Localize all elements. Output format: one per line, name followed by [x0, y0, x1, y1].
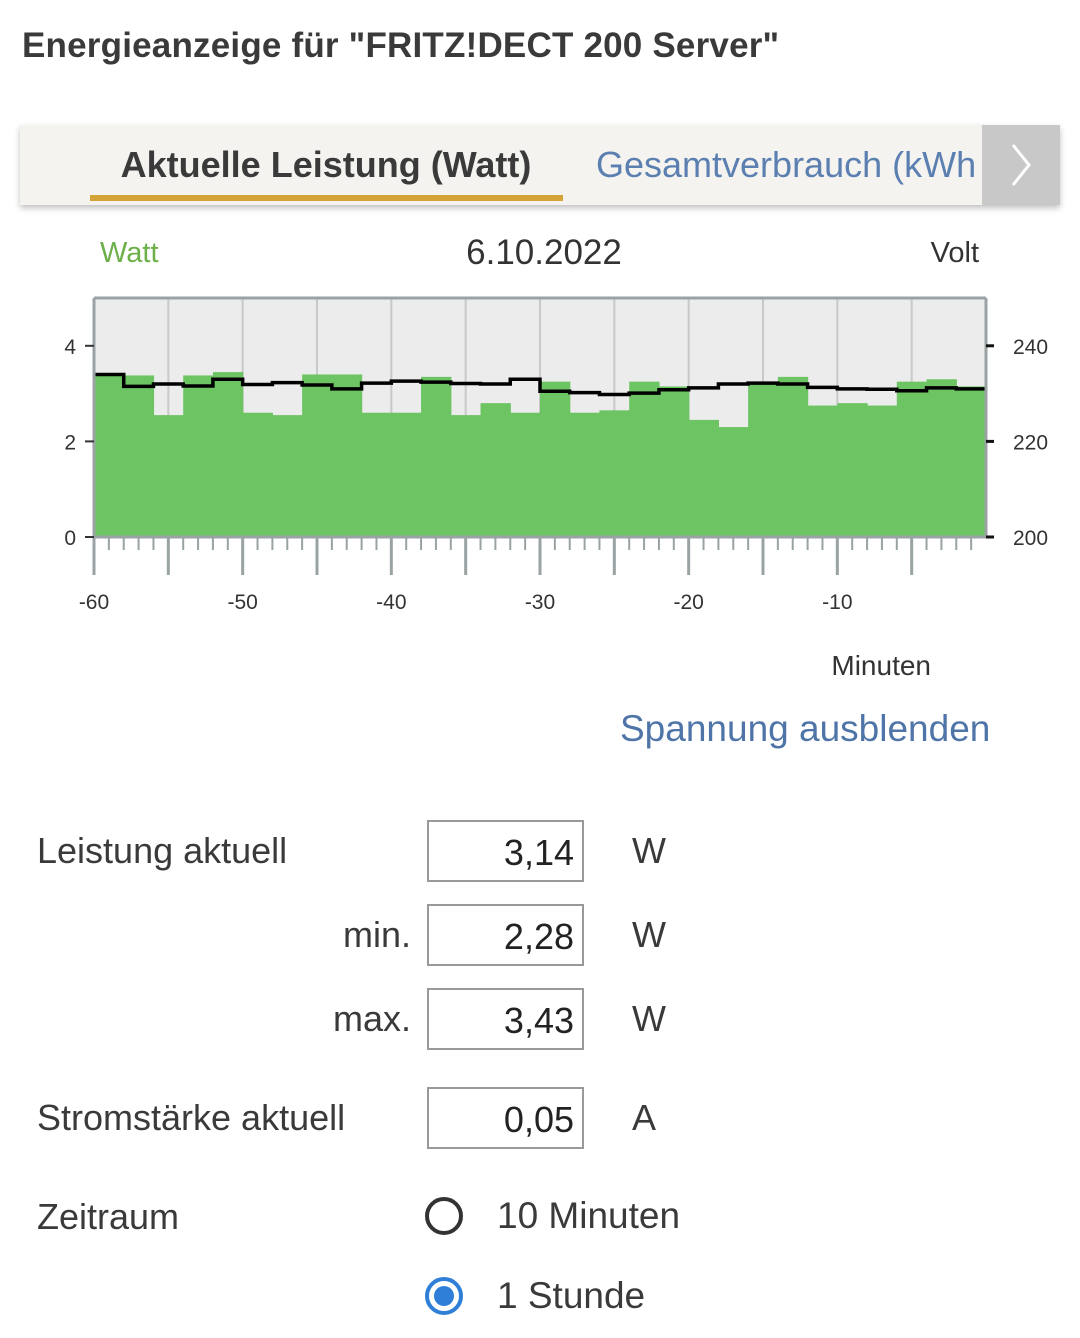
power-chart: Watt 6.10.2022 Volt 0 2 4 200 220 240 -60 -50 -40 -3… [0, 220, 1080, 700]
y-right-tick-label: 240 [1013, 336, 1048, 359]
power-bar [421, 376, 452, 537]
x-axis-label: Minuten [831, 650, 931, 681]
toggle-voltage-link[interactable]: Spannung ausblenden [620, 708, 991, 749]
y-axis-right-label: Volt [931, 237, 979, 269]
radio-1-stunde-label: 1 Stunde [497, 1275, 646, 1316]
radio-10-minuten-label: 10 Minuten [497, 1195, 681, 1236]
max-label: max. [332, 998, 411, 1039]
zeitraum-label: Zeitraum [37, 1196, 180, 1237]
voltage-line [94, 372, 986, 397]
power-bar [272, 415, 303, 537]
power-bar [718, 427, 749, 537]
radio-1-stunde[interactable]: 1 Stunde [425, 1271, 645, 1321]
power-bar [658, 386, 690, 537]
power-bar [331, 374, 363, 537]
power-bar [688, 419, 719, 537]
power-bar [807, 405, 838, 537]
power-bar [450, 415, 482, 537]
y-right-tick-label: 220 [1013, 431, 1048, 454]
x-tick-label: -20 [673, 591, 703, 614]
x-tick-label: -40 [376, 591, 406, 614]
x-tick-label: -60 [79, 591, 109, 614]
x-tick-label: -50 [227, 591, 257, 614]
power-bar [94, 374, 125, 537]
y-right-tick-label: 200 [1013, 527, 1048, 550]
power-bar [123, 375, 155, 537]
chevron-right-icon [1011, 144, 1031, 186]
power-bar [896, 381, 928, 537]
power-bar [926, 379, 957, 537]
y-axis-left-label: Watt [100, 237, 159, 269]
radio-unchecked-icon [425, 1197, 463, 1235]
radio-10-minuten[interactable]: 10 Minuten [425, 1191, 680, 1241]
power-bar [629, 381, 660, 537]
max-value: 3,43 [427, 988, 584, 1050]
leistung-aktuell-label: Leistung aktuell [37, 830, 288, 871]
y-left-tick-label: 2 [64, 431, 76, 454]
power-bar [956, 386, 987, 537]
power-bar [777, 376, 809, 537]
y-left-tick-label: 4 [64, 336, 76, 359]
power-bar [153, 415, 184, 537]
power-bar [569, 412, 601, 537]
x-tick-label: -30 [525, 591, 555, 614]
power-bar [391, 412, 422, 537]
power-bar [510, 412, 541, 537]
tab-aktuelle-leistung[interactable]: Aktuelle Leistung (Watt) [120, 144, 532, 185]
power-bar [480, 403, 511, 537]
power-bar [837, 403, 868, 537]
leistung-aktuell-value: 3,14 [427, 820, 584, 882]
tab-gesamtverbrauch[interactable]: Gesamtverbrauch (kWh [596, 144, 977, 185]
y-left-tick-label: 0 [64, 527, 76, 550]
max-unit: W [632, 998, 666, 1039]
power-bar [212, 372, 244, 537]
leistung-unit: W [632, 830, 666, 871]
active-tab-indicator [90, 195, 563, 201]
chart-date: 6.10.2022 [466, 233, 622, 272]
power-chart-svg: Watt 6.10.2022 Volt 0 2 4 200 220 240 -60 -50 -40 -3… [64, 233, 1048, 681]
min-label: min. [342, 914, 411, 955]
min-value: 2,28 [427, 904, 584, 966]
stromstaerke-value: 0,05 [427, 1087, 584, 1149]
tab-scroll-next-button[interactable] [982, 125, 1060, 205]
power-bar [540, 381, 571, 537]
radio-checked-icon [425, 1277, 463, 1315]
power-bar [183, 375, 214, 537]
power-bar [748, 384, 779, 537]
stromstaerke-label: Stromstärke aktuell [37, 1097, 346, 1138]
x-tick-label: -10 [822, 591, 852, 614]
power-bar [361, 412, 392, 537]
power-bar [867, 405, 898, 537]
page-title: Energieanzeige für "FRITZ!DECT 200 Serve… [22, 26, 780, 65]
min-unit: W [632, 914, 666, 955]
power-bar [242, 412, 273, 537]
power-bar [302, 374, 333, 537]
stromstaerke-unit: A [632, 1097, 657, 1138]
tab-bar: Aktuelle Leistung (Watt) Gesamtverbrauch… [20, 125, 1060, 205]
power-bar [599, 410, 630, 537]
